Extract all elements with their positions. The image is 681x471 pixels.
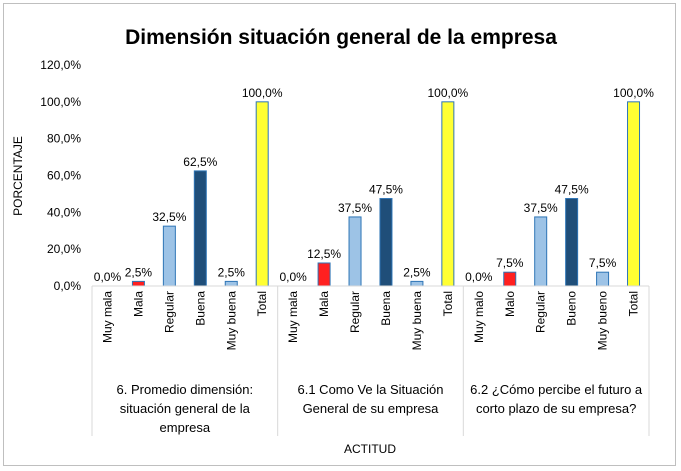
bar (224, 280, 238, 287)
y-tick-label: 0,0% (54, 279, 82, 293)
category-label: Total (627, 291, 641, 316)
group-label: 6.2 ¿Cómo percibe el futuro a (470, 382, 643, 397)
data-label: 12,5% (307, 247, 341, 261)
data-label: 37,5% (524, 201, 558, 215)
data-label: 2,5% (403, 265, 431, 279)
bar (596, 271, 610, 287)
y-tick-label: 120,0% (40, 58, 81, 72)
data-label: 47,5% (369, 183, 403, 197)
category-label: Mala (131, 291, 145, 317)
data-label: 7,5% (589, 256, 617, 270)
category-label: Muy mala (100, 291, 114, 343)
y-axis: 0,0% 20,0% 40,0% 60,0% 80,0% 100,0% 120,0% (40, 58, 81, 293)
group-label: General de su empresa (303, 401, 440, 416)
y-tick-label: 80,0% (47, 132, 81, 146)
bar (627, 101, 641, 287)
category-label: Malo (503, 291, 517, 317)
group-label: 6.1 Como Ve la Situación (298, 382, 444, 397)
category-label: Total (441, 291, 455, 316)
category-label: Muy buena (410, 291, 424, 351)
bar (503, 271, 517, 287)
data-label: 32,5% (152, 210, 186, 224)
y-tick-label: 100,0% (40, 95, 81, 109)
bar-chart: Dimensión situación general de la empres… (11, 26, 654, 456)
data-label: 0,0% (279, 270, 307, 284)
category-label: Buena (193, 291, 207, 326)
data-label: 100,0% (428, 86, 469, 100)
bars: 0,0% 2,5%32,5%62,5%2,5%100,0%0,0%12,5%37,… (94, 86, 654, 287)
x-axis-title: ACTITUD (344, 442, 396, 456)
data-label: 2,5% (218, 265, 246, 279)
data-label: 0,0% (465, 270, 493, 284)
group-label: situación general de la (120, 401, 251, 416)
data-label: 47,5% (555, 183, 589, 197)
category-label: Muy mala (286, 291, 300, 343)
data-label: 62,5% (183, 155, 217, 169)
category-label: Mala (317, 291, 331, 317)
category-label: Bueno (565, 291, 579, 326)
y-tick-label: 60,0% (47, 169, 81, 183)
y-axis-title: PORCENTAJE (11, 136, 25, 216)
bar (131, 280, 145, 287)
x-axis: Muy mala Mala Regular Buena Muy buena Total 6.… (91, 285, 650, 436)
bar (317, 262, 331, 287)
bar (534, 216, 548, 287)
data-label: 37,5% (338, 201, 372, 215)
data-label: 0,0% (94, 270, 122, 284)
bar (162, 225, 176, 287)
bar (255, 101, 269, 287)
chart-frame: Dimensión situación general de la empres… (3, 3, 676, 466)
y-tick-label: 20,0% (47, 242, 81, 256)
bar (565, 198, 579, 287)
data-label: 100,0% (613, 86, 654, 100)
data-label: 2,5% (125, 265, 153, 279)
category-label: Buena (379, 291, 393, 326)
bar (193, 170, 207, 287)
category-label: Regular (348, 291, 362, 333)
chart-title: Dimensión situación general de la empres… (125, 26, 557, 49)
bar (410, 280, 424, 287)
group-label: empresa (160, 420, 211, 435)
category-label: Regular (162, 291, 176, 333)
category-label: Muy buena (224, 291, 238, 351)
data-label: 100,0% (242, 86, 283, 100)
group-label: corto plazo de su empresa? (476, 401, 636, 416)
bar (379, 198, 393, 287)
y-tick-label: 40,0% (47, 205, 81, 219)
group-label: 6. Promedio dimensión: (117, 382, 254, 397)
category-label: Muy malo (472, 291, 486, 343)
bar (348, 216, 362, 287)
category-label: Muy bueno (596, 291, 610, 351)
bar (441, 101, 455, 287)
category-label: Total (255, 291, 269, 316)
category-label: Regular (534, 291, 548, 333)
data-label: 7,5% (496, 256, 524, 270)
